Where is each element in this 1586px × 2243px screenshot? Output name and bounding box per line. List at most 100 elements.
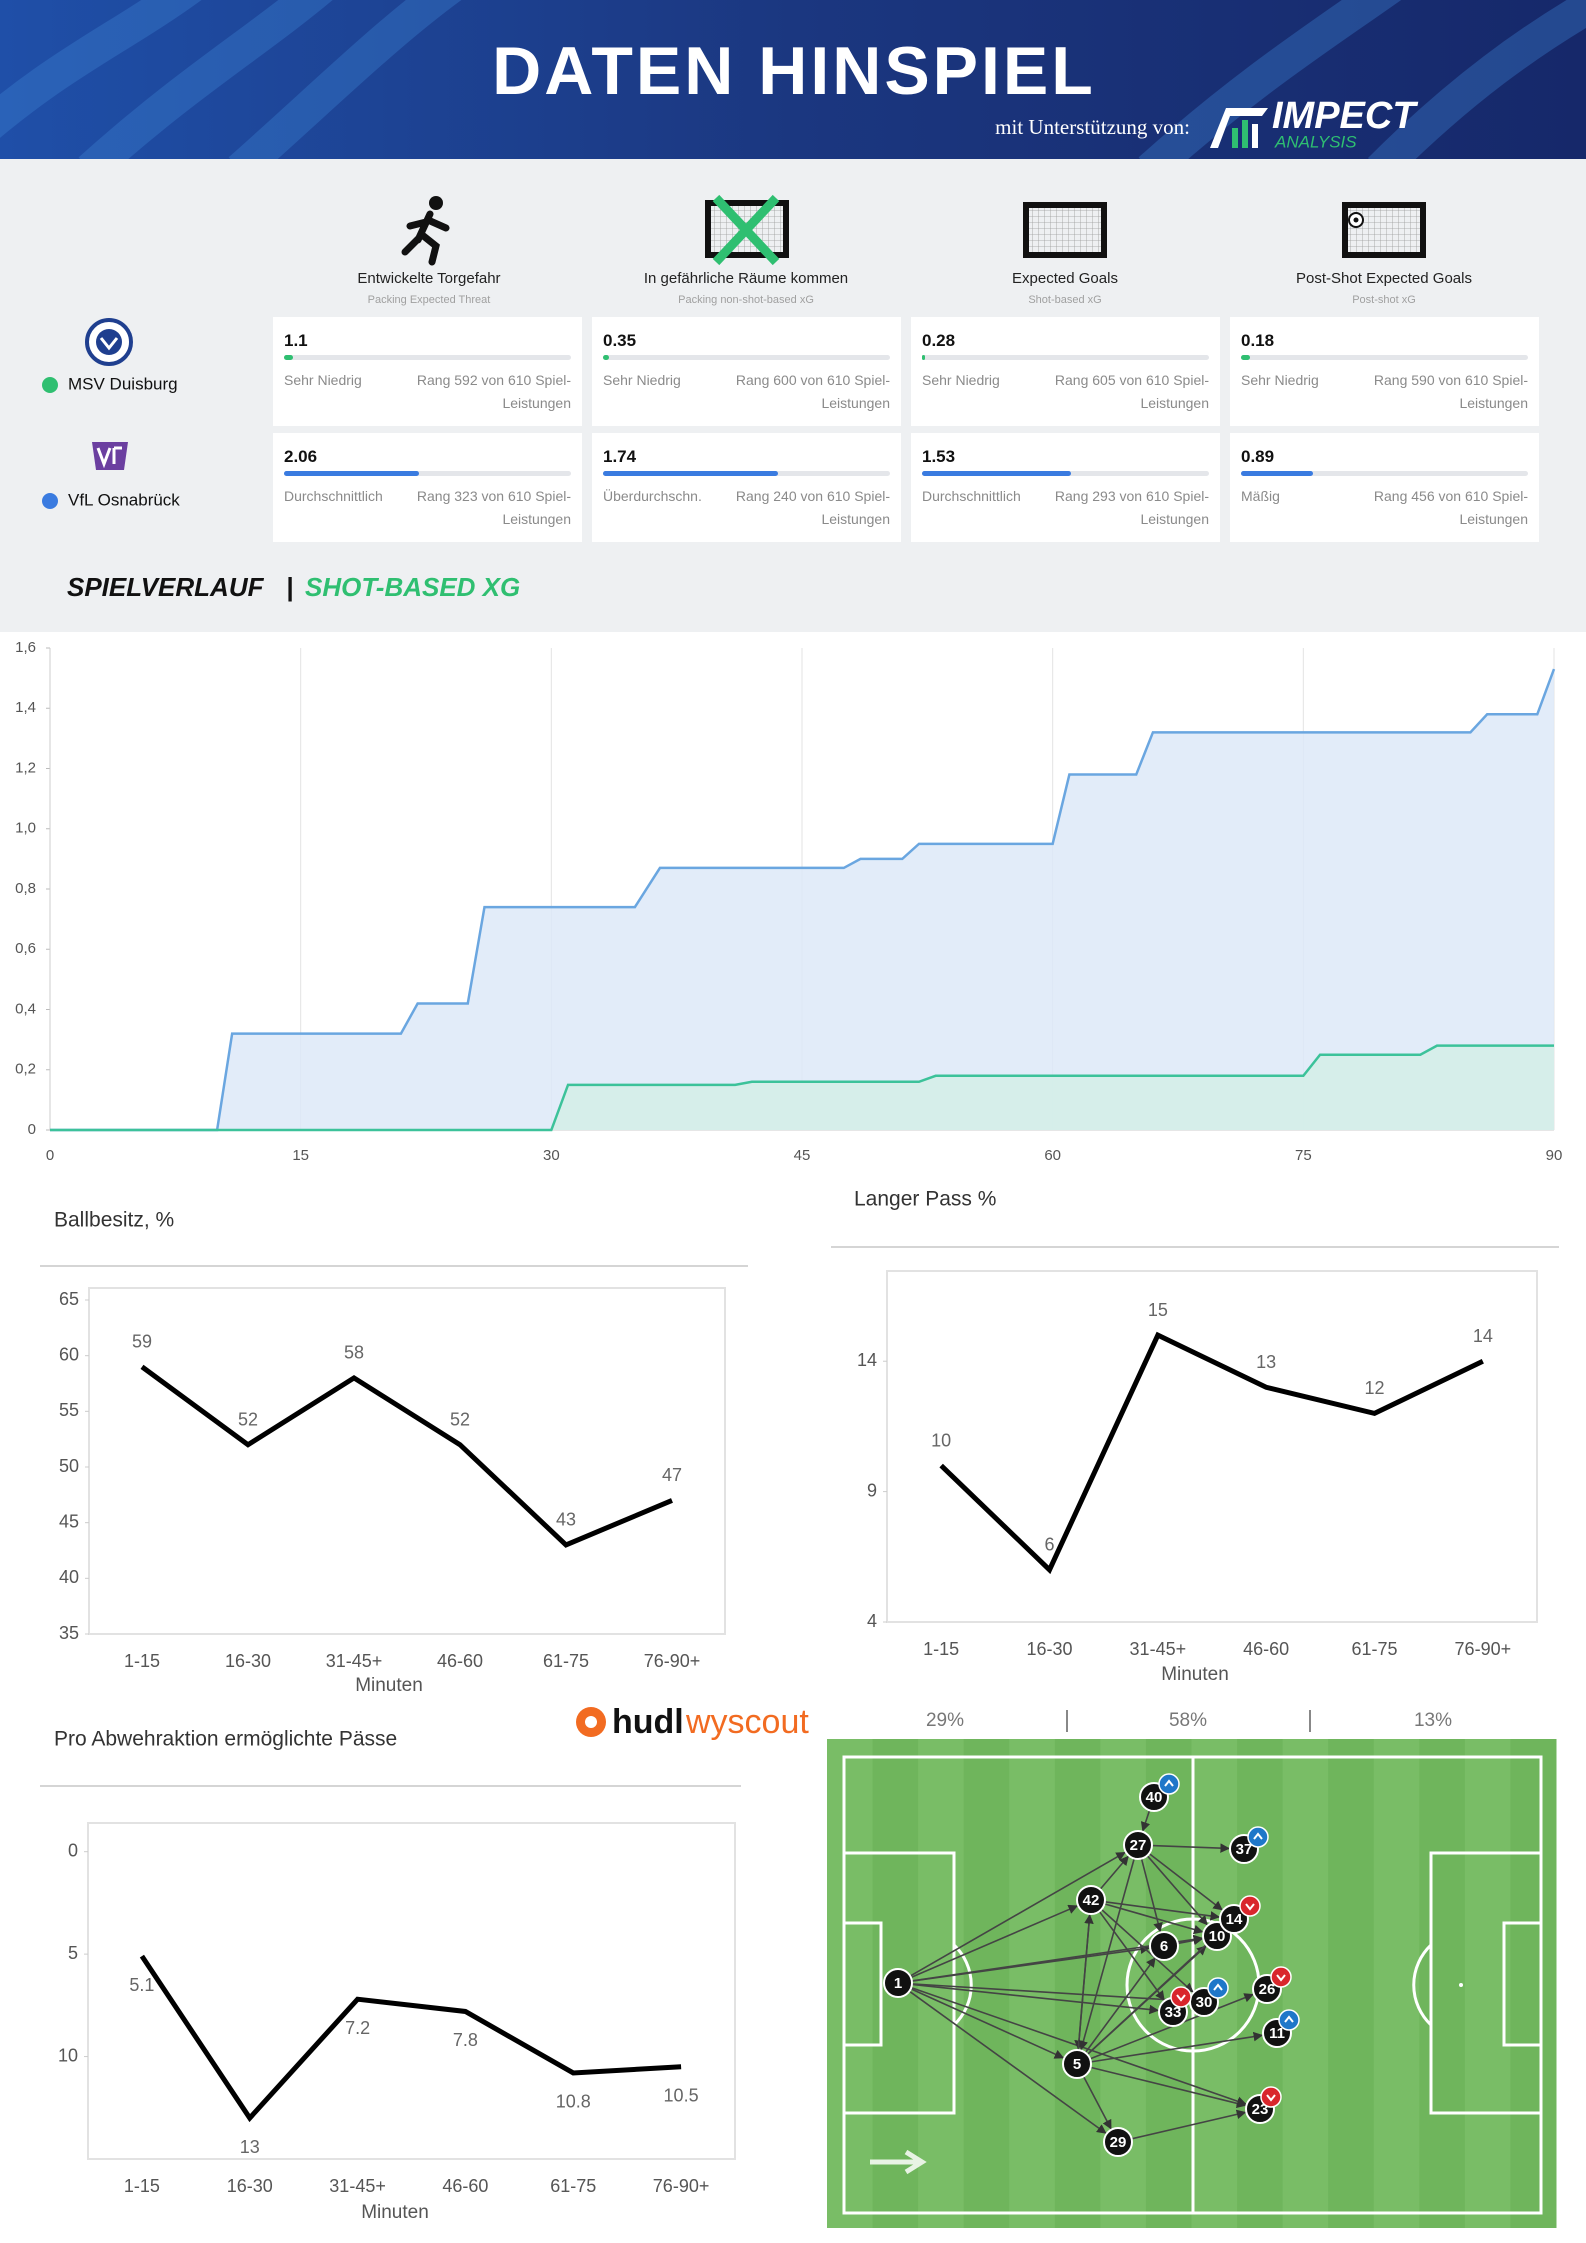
y-tick-label: 14 [857, 1350, 877, 1370]
centre-spot [1459, 1983, 1463, 1987]
x-tick-label: 1-15 [923, 1639, 959, 1659]
metric-level: Sehr Niedrig [922, 372, 1000, 388]
x-tick-label: 15 [292, 1147, 309, 1164]
metric-level: Mäßig [1241, 488, 1280, 504]
pitch-stripe [1373, 1739, 1420, 2228]
data-line [939, 1331, 1484, 1575]
pitch-stripe [918, 1739, 965, 2228]
x-tick-label: 0 [46, 1147, 54, 1164]
action-badge [1207, 1977, 1229, 1999]
chart-title: Langer Pass % [854, 1188, 996, 1211]
y-tick-label: 0 [68, 1840, 78, 1860]
metric-level: Sehr Niedrig [284, 372, 362, 388]
metric-rank: Rang 293 von 610 Spiel-Leistungen [1054, 488, 1209, 527]
action-badge-chevron [1176, 1994, 1186, 2002]
player-number: 33 [1165, 2004, 1182, 2021]
data-label: 43 [556, 1510, 576, 1530]
player-node [883, 1968, 913, 1998]
metric-sublabel: Packing non-shot-based xG [678, 294, 814, 306]
x-tick-label: 1-15 [124, 1651, 160, 1671]
area-line [50, 1044, 1554, 1132]
data-label: 7.2 [345, 2018, 370, 2038]
y-tick-label: 0 [28, 1121, 36, 1138]
bar-fill [922, 471, 1072, 476]
pitch-stripe [1009, 1739, 1056, 2228]
data-label: 6 [1044, 1535, 1054, 1555]
hudl-logo-light: wyscout [685, 1703, 809, 1741]
plot-frame [886, 1270, 1538, 1623]
action-badge [1247, 1826, 1269, 1848]
plot-frame [87, 1822, 736, 2160]
action-badge [1270, 1966, 1292, 1988]
pass-edge [1146, 1855, 1208, 1926]
y-tick-label: 1,6 [15, 639, 36, 656]
x-axis-label: Minuten [355, 1675, 423, 1696]
section-title-separator: | [286, 572, 293, 602]
header-title: DATEN HINSPIEL [492, 33, 1096, 109]
pass-edge [909, 1851, 1126, 1977]
y-tick-label: 45 [59, 1511, 79, 1531]
data-label: 47 [662, 1465, 682, 1485]
metric-sublabel: Shot-based xG [1028, 294, 1102, 306]
player-number: 14 [1226, 1911, 1243, 1928]
section-title-right: SHOT-BASED XG [305, 572, 520, 602]
metric-label: Entwickelte Torgefahr [357, 270, 501, 287]
zone-share: 13% [1414, 1710, 1452, 1731]
y-tick-label: 50 [59, 1456, 79, 1476]
data-label: 52 [450, 1409, 470, 1429]
pass-edge [1086, 1928, 1224, 2056]
action-badge [1239, 1895, 1261, 1917]
y-tick-label: 5 [68, 1943, 78, 1963]
metric-rank: Rang 590 von 610 Spiel-Leistungen [1373, 372, 1528, 411]
pass-edge [910, 1988, 1065, 2059]
pass-edge [1099, 1855, 1129, 1890]
x-axis-label: Minuten [1161, 1664, 1229, 1685]
metric-rank: Rang 600 von 610 Spiel-Leistungen [735, 372, 890, 411]
x-tick-label: 75 [1295, 1147, 1312, 1164]
pass-edge [1104, 1901, 1221, 1921]
x-tick-label: 76-90+ [644, 1651, 701, 1671]
bar-fill [603, 355, 609, 360]
action-badge [1260, 2086, 1282, 2108]
pass-edge [1082, 2076, 1112, 2130]
player-node [1219, 1904, 1249, 1934]
action-badge-chevron [1164, 1779, 1174, 1787]
metric-sublabel: Post-shot xG [1352, 294, 1416, 306]
y-tick-label: 55 [59, 1400, 79, 1420]
pass-edge [1090, 2031, 1264, 2063]
metric-level: Durchschnittlich [284, 488, 383, 504]
player-number: 6 [1160, 1938, 1168, 1955]
team-dot [42, 493, 58, 509]
metric-card: 0.18 Sehr Niedrig Rang 590 von 610 Spiel-L… [1230, 317, 1539, 426]
action-badge-chevron [1253, 1832, 1263, 1840]
bar-fill [1241, 355, 1250, 360]
hudl-logo-bold: hudl [612, 1703, 684, 1741]
pass-edge [1078, 1858, 1136, 2051]
bar-track [1241, 471, 1528, 476]
data-label: 5.1 [129, 1975, 154, 1995]
pass-edge [1084, 1957, 1156, 2054]
x-tick-label: 45 [794, 1147, 811, 1164]
x-tick-label: 76-90+ [653, 2176, 710, 2196]
x-tick-label: 46-60 [442, 2176, 488, 2196]
data-label: 12 [1364, 1378, 1384, 1398]
metric-label: Expected Goals [1012, 270, 1118, 287]
x-tick-label: 61-75 [1351, 1639, 1397, 1659]
pitch-stripe [1328, 1739, 1375, 2228]
bar-fill [284, 355, 293, 360]
metric-value: 0.89 [1241, 447, 1275, 466]
player-node [1123, 1830, 1153, 1860]
data-label: 15 [1148, 1300, 1168, 1320]
player-number: 29 [1110, 2134, 1127, 2151]
penalty-arc [952, 1943, 973, 2027]
pitch-stripe [1054, 1739, 1101, 2228]
team-logo-osnabrueck [92, 442, 128, 470]
pass-edge [1090, 2066, 1247, 2109]
player-node [1062, 2049, 1092, 2079]
y-tick-label: 9 [867, 1480, 877, 1500]
action-badge-chevron [1284, 2015, 1294, 2023]
support-text: mit Unterstützung von: [995, 115, 1190, 139]
x-axis-label: Minuten [361, 2202, 429, 2223]
header-background [0, 0, 1586, 159]
